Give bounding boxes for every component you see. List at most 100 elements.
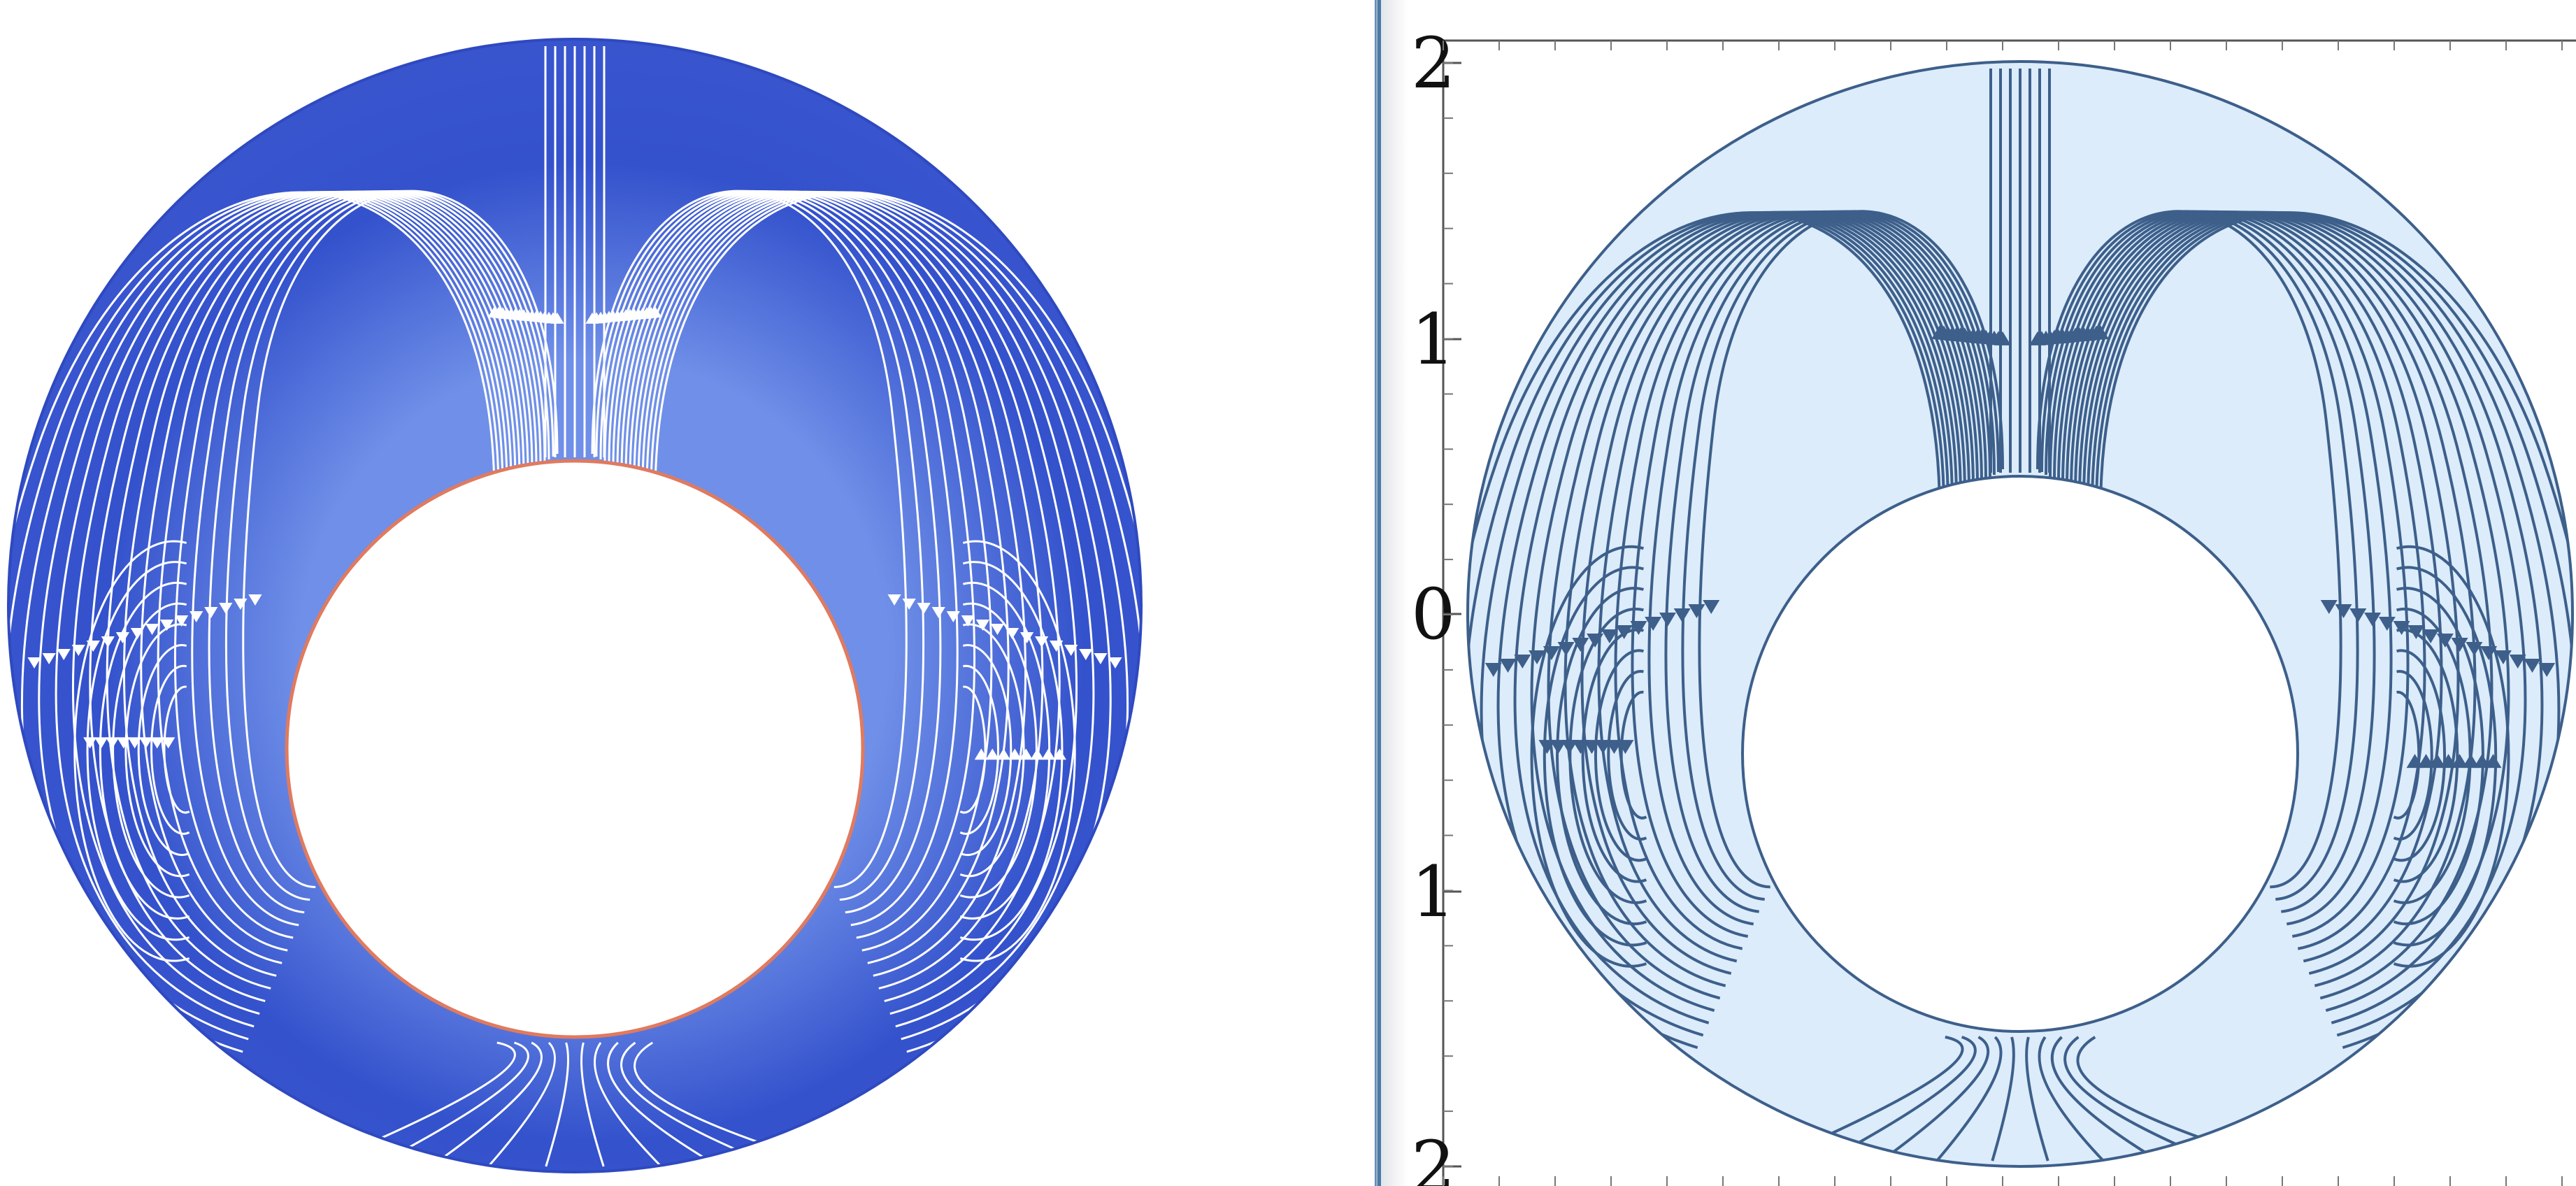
bottom-streamline bbox=[372, 1041, 529, 1168]
streamline-arrow bbox=[115, 632, 130, 643]
streamline-arrow bbox=[1005, 628, 1019, 639]
streamline-arrow bbox=[2538, 663, 2556, 677]
streamline-core-loop bbox=[99, 581, 190, 920]
streamline-arrow bbox=[1529, 650, 1546, 664]
streamline-arrow bbox=[145, 624, 159, 635]
streamline bbox=[2045, 210, 2376, 913]
streamline-arrow bbox=[961, 615, 975, 627]
streamline-arrow bbox=[1617, 740, 1634, 755]
streamline-arrow bbox=[86, 641, 100, 652]
bottom-streamline bbox=[545, 1042, 569, 1167]
streamline-arrow bbox=[130, 628, 145, 639]
bottom-streamline bbox=[2050, 1036, 2160, 1162]
bottom-streamline bbox=[430, 1041, 543, 1168]
streamline bbox=[616, 190, 1010, 964]
streamline-arrow bbox=[1499, 659, 1517, 673]
streamline bbox=[2095, 211, 2576, 1062]
streamline-arrow bbox=[1550, 740, 1567, 755]
streamline-arrow bbox=[128, 737, 142, 749]
bottom-streamline bbox=[620, 1041, 777, 1168]
streamline-arrow bbox=[2320, 600, 2338, 614]
streamline-arrow bbox=[219, 603, 233, 614]
streamline bbox=[591, 190, 908, 889]
bottom-streamline bbox=[1825, 1036, 1977, 1162]
streamline-arrow bbox=[946, 611, 960, 622]
streamline-arrow bbox=[1514, 655, 1531, 669]
streamline-arrow bbox=[1035, 636, 1049, 648]
streamline-arrow bbox=[189, 611, 203, 622]
streamline-arrow bbox=[2092, 325, 2109, 340]
streamline bbox=[650, 191, 1146, 1066]
streamline-core-loop bbox=[1556, 587, 1647, 926]
streamline-core-loop bbox=[1607, 670, 1647, 841]
streamline bbox=[612, 190, 993, 952]
streamline-arrow bbox=[975, 620, 990, 631]
streamline-arrow bbox=[71, 645, 85, 656]
streamline-arrow bbox=[1931, 325, 1948, 340]
streamline bbox=[191, 190, 546, 927]
streamline bbox=[72, 190, 517, 1015]
streamline bbox=[157, 190, 538, 952]
streamline-core-loop bbox=[112, 602, 190, 899]
streamline bbox=[633, 190, 1078, 1015]
streamline-arrow bbox=[2466, 642, 2483, 656]
streamline-arrow bbox=[487, 306, 501, 318]
streamline-core-loop bbox=[73, 540, 190, 962]
streamline bbox=[595, 190, 924, 901]
streamline-arrow bbox=[2509, 655, 2526, 669]
right-inner-cylinder-wall bbox=[1741, 475, 2299, 1033]
streamline-arrow bbox=[1587, 634, 1604, 648]
streamline-arrow bbox=[1079, 649, 1093, 660]
streamline-arrow bbox=[1645, 617, 1662, 631]
streamline bbox=[654, 191, 1163, 1078]
streamline-core-loop bbox=[86, 561, 190, 941]
bottom-streamline bbox=[487, 1041, 556, 1167]
bottom-streamline bbox=[594, 1042, 662, 1168]
streamline-arrow bbox=[985, 748, 999, 760]
streamline bbox=[208, 190, 550, 914]
streamline bbox=[1496, 210, 1954, 1037]
streamline bbox=[2091, 210, 2561, 1050]
streamline bbox=[89, 190, 521, 1003]
streamline-core-loop bbox=[150, 664, 190, 835]
bottom-streamline bbox=[580, 1042, 605, 1167]
streamline bbox=[1597, 210, 1979, 963]
streamline bbox=[2074, 210, 2493, 1000]
streamline bbox=[242, 190, 559, 889]
streamline bbox=[1580, 210, 1975, 976]
streamline-arrow bbox=[27, 657, 41, 669]
streamline-arrow bbox=[1019, 748, 1033, 760]
bottom-streamline bbox=[2038, 1036, 2105, 1162]
streamline-arrow bbox=[2436, 634, 2454, 648]
streamline-arrow bbox=[2417, 754, 2435, 769]
streamline-arrow bbox=[1094, 653, 1108, 664]
streamline bbox=[1513, 210, 1958, 1024]
streamline bbox=[2078, 210, 2510, 1013]
streamline bbox=[0, 191, 496, 1078]
streamline bbox=[1698, 210, 2004, 889]
bottom-streamline bbox=[1991, 1036, 2015, 1162]
streamline-arrow bbox=[1064, 645, 1078, 656]
streamline-arrow bbox=[42, 653, 56, 664]
streamline-arrow bbox=[159, 620, 174, 631]
streamline-arrow bbox=[162, 737, 176, 749]
streamline bbox=[1480, 210, 1949, 1050]
streamline bbox=[140, 190, 534, 964]
streamline bbox=[3, 191, 500, 1066]
streamline bbox=[1446, 211, 1941, 1074]
streamline-arrow bbox=[204, 607, 218, 618]
bottom-streamline bbox=[1935, 1036, 2003, 1162]
streamline bbox=[2049, 210, 2393, 926]
streamline bbox=[629, 190, 1061, 1003]
streamline-core-loop bbox=[2393, 649, 2447, 862]
streamline-arrow bbox=[2407, 625, 2425, 639]
streamline-arrow bbox=[2480, 646, 2498, 660]
left-outer-cylinder-wall bbox=[7, 38, 1143, 1173]
streamline-arrow bbox=[1557, 642, 1575, 656]
streamline bbox=[608, 190, 975, 939]
streamline-core-loop bbox=[1543, 566, 1647, 947]
streamline bbox=[645, 191, 1129, 1053]
streamline bbox=[1530, 210, 1962, 1013]
bottom-streamline bbox=[2025, 1036, 2049, 1162]
right-streamlines bbox=[1446, 69, 2576, 1162]
